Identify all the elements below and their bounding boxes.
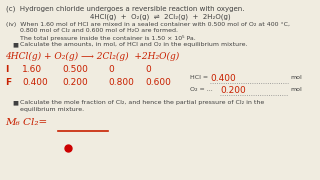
Text: 0.200: 0.200: [220, 86, 246, 95]
Text: (iv)  When 1.60 mol of HCl are mixed in a sealed container with 0.500 mol of O₂ : (iv) When 1.60 mol of HCl are mixed in a…: [6, 22, 290, 27]
Text: The total pressure inside the container is 1.50 × 10⁵ Pa.: The total pressure inside the container …: [6, 35, 196, 41]
Text: ■: ■: [12, 100, 18, 105]
Text: 0: 0: [145, 65, 151, 74]
Text: O₂ = ...: O₂ = ...: [190, 87, 213, 92]
Text: 0.600: 0.600: [145, 78, 171, 87]
Text: 0.400: 0.400: [22, 78, 48, 87]
Text: 1.60: 1.60: [22, 65, 42, 74]
Text: 4HCl(g) + O₂(g) ⟶ 2Cl₂(g)  +2H₂O(g): 4HCl(g) + O₂(g) ⟶ 2Cl₂(g) +2H₂O(g): [5, 52, 179, 61]
Text: equilibrium mixture.: equilibrium mixture.: [20, 107, 84, 112]
Text: 4HCl(g)  +  O₂(g)  ⇌  2Cl₂(g)  +  2H₂O(g): 4HCl(g) + O₂(g) ⇌ 2Cl₂(g) + 2H₂O(g): [90, 14, 230, 21]
Text: 0.500: 0.500: [62, 65, 88, 74]
Text: 0.800: 0.800: [108, 78, 134, 87]
Text: mol: mol: [290, 75, 302, 80]
Text: 0.800 mol of Cl₂ and 0.600 mol of H₂O are formed.: 0.800 mol of Cl₂ and 0.600 mol of H₂O ar…: [6, 28, 178, 33]
Text: ■: ■: [12, 42, 18, 47]
Text: M₆ Cl₂=: M₆ Cl₂=: [5, 118, 47, 127]
Text: F: F: [5, 78, 11, 87]
Text: 0.400: 0.400: [210, 74, 236, 83]
Text: Calculate the mole fraction of Cl₂, and hence the partial pressure of Cl₂ in the: Calculate the mole fraction of Cl₂, and …: [20, 100, 264, 105]
Text: mol: mol: [290, 87, 302, 92]
Text: I: I: [5, 65, 8, 74]
Text: (c)  Hydrogen chloride undergoes a reversible reaction with oxygen.: (c) Hydrogen chloride undergoes a revers…: [6, 6, 244, 12]
Text: 0: 0: [108, 65, 114, 74]
Text: HCl =: HCl =: [190, 75, 210, 80]
Text: 0.200: 0.200: [62, 78, 88, 87]
Text: Calculate the amounts, in mol, of HCl and O₂ in the equilibrium mixture.: Calculate the amounts, in mol, of HCl an…: [20, 42, 247, 47]
